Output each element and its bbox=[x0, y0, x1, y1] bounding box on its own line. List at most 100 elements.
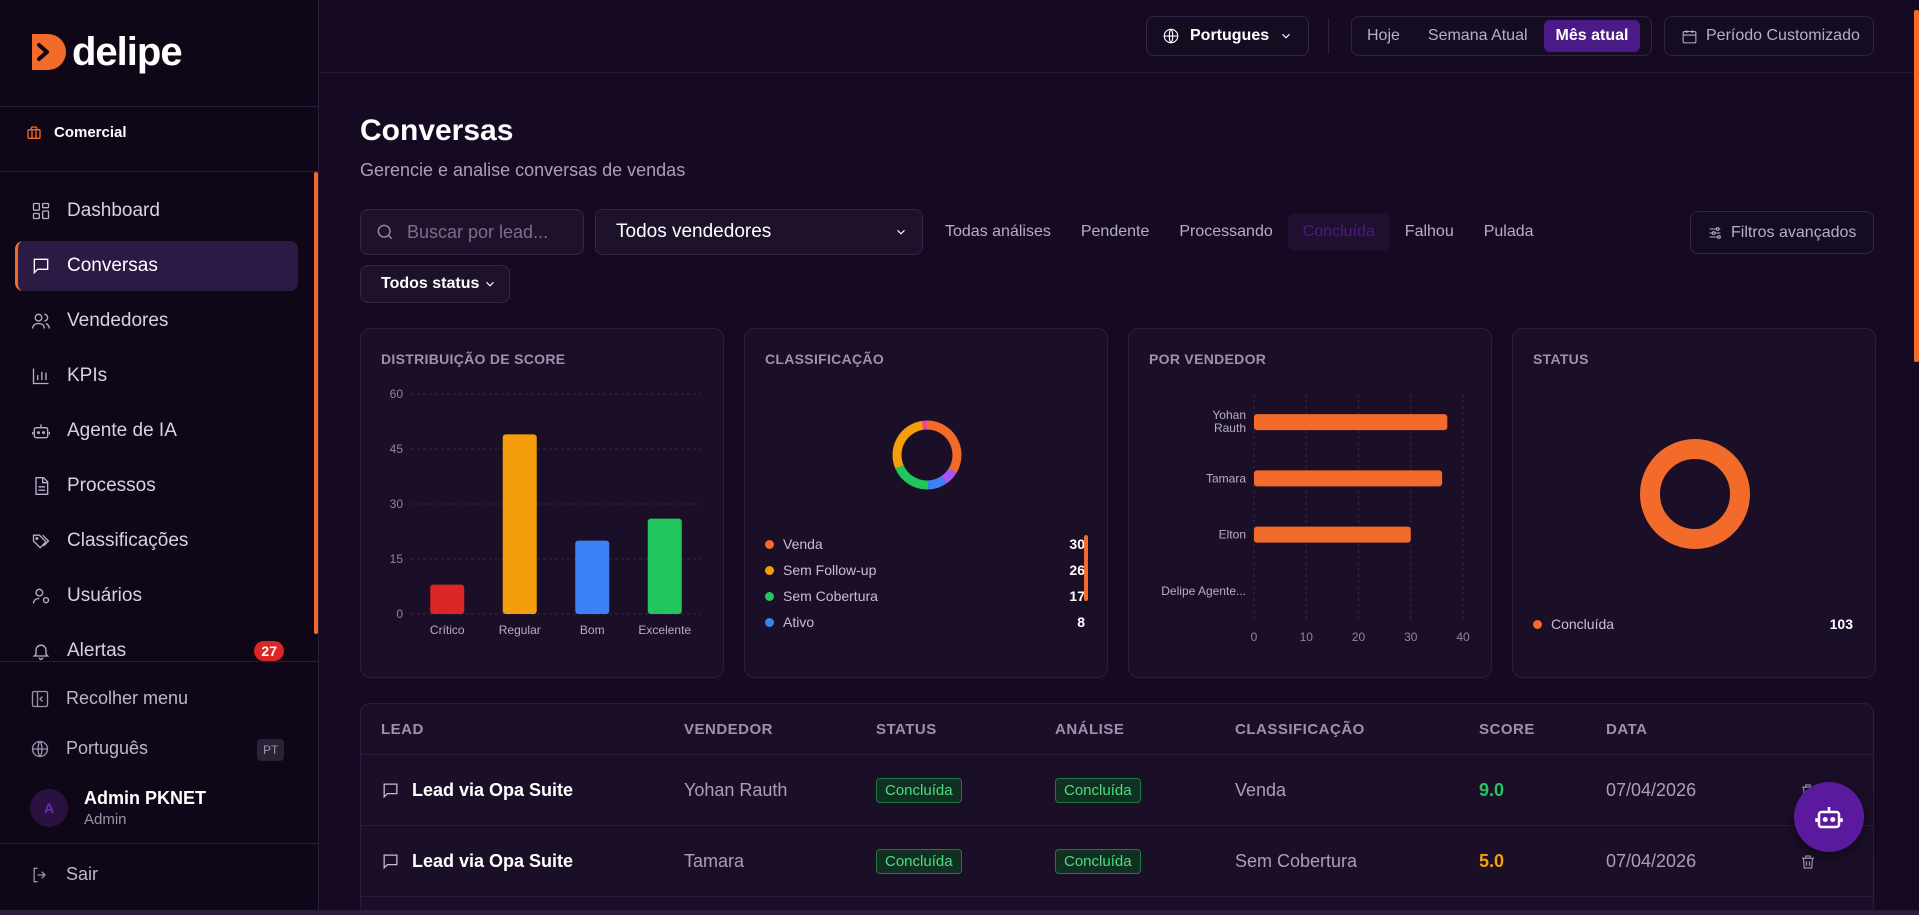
score-distribution-card: DISTRIBUIÇÃO DE SCORE 0 15 30 45 60 Crítico Re… bbox=[360, 328, 724, 678]
legend-scrollbar[interactable] bbox=[1084, 535, 1088, 607]
tab-pendente[interactable]: Pendente bbox=[1080, 223, 1150, 240]
legend-item: Sem Cobertura 17 bbox=[765, 583, 1085, 609]
legend-value: 103 bbox=[1829, 616, 1853, 632]
x-tick-label: 40 bbox=[1456, 630, 1470, 644]
period-month-button[interactable]: Mês atual bbox=[1543, 20, 1641, 52]
legend-color-dot bbox=[765, 617, 774, 627]
seller-select-value: Todos vendedores bbox=[616, 221, 772, 242]
tab-todas-analises[interactable]: Todas análises bbox=[945, 223, 1051, 240]
divider bbox=[0, 106, 319, 107]
column-header-data[interactable]: DATA bbox=[1606, 721, 1648, 738]
sidebar-item-label: Alertas bbox=[67, 640, 127, 661]
column-header-analise[interactable]: ANÁLISE bbox=[1055, 721, 1125, 738]
chevron-down-icon bbox=[897, 229, 905, 235]
y-tick-label: 45 bbox=[390, 442, 404, 456]
bot-icon bbox=[1815, 807, 1843, 829]
main-scrollbar[interactable] bbox=[1914, 10, 1919, 362]
seller-select[interactable]: Todos vendedores bbox=[595, 209, 923, 255]
column-header-vendedor[interactable]: VENDEDOR bbox=[684, 721, 774, 738]
x-tick-label: 30 bbox=[1404, 630, 1418, 644]
sidebar-item-dashboard[interactable]: Dashboard bbox=[15, 186, 298, 236]
user-profile[interactable]: A Admin PKNET Admin bbox=[30, 788, 206, 828]
sidebar-item-label: Conversas bbox=[67, 255, 158, 276]
analysis-badge: Concluída bbox=[1055, 778, 1141, 803]
seller-bar-chart: 0 10 20 30 40 Yohan Rauth Tamara Elton Delipe Age… bbox=[1161, 394, 1470, 644]
table-row[interactable]: Lead via Opa Suite Tamara Concluída Conc… bbox=[361, 826, 1873, 897]
sidebar-item-label: Classificações bbox=[67, 530, 189, 551]
language-switch[interactable]: Português bbox=[30, 738, 148, 759]
language-select-value: Portugues bbox=[1190, 27, 1270, 44]
avatar: A bbox=[30, 789, 68, 827]
sidebar-item-vendedores[interactable]: Vendedores bbox=[15, 296, 298, 346]
sidebar-item-usuarios[interactable]: Usuários bbox=[15, 571, 298, 621]
alerts-count-badge: 27 bbox=[254, 641, 284, 661]
ai-assistant-button[interactable] bbox=[1794, 782, 1864, 852]
globe-icon bbox=[31, 740, 49, 757]
legend-label: Sem Cobertura bbox=[783, 588, 878, 604]
period-selector: Hoje Semana Atual Mês atual bbox=[1351, 16, 1652, 56]
column-header-classificacao[interactable]: CLASSIFICAÇÃO bbox=[1235, 721, 1365, 738]
tab-pulada[interactable]: Pulada bbox=[1483, 223, 1534, 240]
lead-name: Lead via Opa Suite bbox=[412, 851, 574, 871]
conversations-table: LEAD VENDEDOR STATUS ANÁLISE CLASSIFICAÇ… bbox=[360, 703, 1874, 915]
x-tick-label: 0 bbox=[1251, 630, 1258, 644]
y-tick-label: Tamara bbox=[1206, 471, 1246, 485]
bot-icon bbox=[32, 424, 50, 439]
sidebar-item-conversas[interactable]: Conversas bbox=[15, 241, 298, 291]
x-tick-label: Excelente bbox=[638, 623, 691, 637]
sidebar-item-label: Agente de IA bbox=[67, 420, 177, 441]
status-legend: Concluída 103 bbox=[1533, 611, 1853, 637]
analysis-cell: Concluída bbox=[1055, 826, 1141, 897]
collapse-menu-label: Recolher menu bbox=[66, 688, 189, 708]
status-cell: Concluída bbox=[876, 755, 962, 826]
collapse-menu-button[interactable]: Recolher menu bbox=[30, 688, 188, 709]
lead-cell[interactable]: Lead via Opa Suite bbox=[381, 755, 573, 826]
user-role: Admin bbox=[84, 811, 127, 828]
sidebar-item-classificacoes[interactable]: Classificações bbox=[15, 516, 298, 566]
table-row[interactable]: Lead via Opa Suite Yohan Rauth Concluída… bbox=[361, 755, 1873, 826]
bell-icon bbox=[32, 644, 50, 660]
search-box[interactable] bbox=[360, 209, 584, 255]
delete-button[interactable] bbox=[1799, 826, 1817, 897]
sidebar-item-label: Processos bbox=[67, 475, 156, 496]
sidebar: delipe Comercial Dashboard Conversas Ven… bbox=[0, 0, 319, 915]
slice bbox=[927, 475, 947, 490]
legend-color-dot bbox=[765, 591, 774, 601]
sidebar-item-kpis[interactable]: KPIs bbox=[15, 351, 298, 401]
column-header-score[interactable]: SCORE bbox=[1479, 721, 1535, 738]
sidebar-item-processos[interactable]: Processos bbox=[15, 461, 298, 511]
sidebar-scrollbar[interactable] bbox=[314, 172, 318, 634]
card-title: CLASSIFICAÇÃO bbox=[765, 351, 885, 367]
bar bbox=[1254, 526, 1411, 543]
legend-color-dot bbox=[765, 565, 774, 575]
sidebar-item-alertas[interactable]: Alertas 27 bbox=[15, 626, 298, 676]
advanced-filters-button[interactable]: Filtros avançados bbox=[1690, 211, 1874, 254]
tab-falhou[interactable]: Falhou bbox=[1404, 223, 1454, 240]
trash-icon bbox=[1802, 854, 1814, 869]
status-select[interactable]: Todos status bbox=[360, 265, 510, 303]
status-cell: Concluída bbox=[876, 826, 962, 897]
classification-donut-chart bbox=[892, 420, 962, 490]
tab-concluida[interactable]: Concluída bbox=[1287, 213, 1390, 251]
workspace-selector[interactable]: Comercial bbox=[26, 124, 127, 141]
column-header-lead[interactable]: LEAD bbox=[381, 721, 424, 738]
period-week-button[interactable]: Semana Atual bbox=[1427, 27, 1528, 44]
lead-cell[interactable]: Lead via Opa Suite bbox=[381, 826, 573, 897]
bar bbox=[647, 518, 682, 614]
period-today-button[interactable]: Hoje bbox=[1367, 27, 1400, 44]
slice bbox=[926, 420, 962, 473]
search-input[interactable] bbox=[407, 221, 577, 243]
custom-period-button[interactable]: Período Customizado bbox=[1664, 16, 1874, 56]
language-select[interactable]: Portugues bbox=[1146, 16, 1309, 56]
sidebar-item-label: Usuários bbox=[67, 585, 142, 606]
classification-cell: Venda bbox=[1235, 780, 1287, 800]
workspace-label: Comercial bbox=[54, 124, 127, 141]
brand-logo[interactable]: delipe bbox=[28, 30, 183, 74]
bar bbox=[1254, 470, 1443, 487]
tab-processando[interactable]: Processando bbox=[1179, 223, 1273, 240]
globe-icon bbox=[1163, 28, 1179, 44]
column-header-status[interactable]: STATUS bbox=[876, 721, 937, 738]
sidebar-item-agente-ia[interactable]: Agente de IA bbox=[15, 406, 298, 456]
card-title: STATUS bbox=[1533, 351, 1589, 367]
logout-button[interactable]: Sair bbox=[30, 864, 98, 885]
